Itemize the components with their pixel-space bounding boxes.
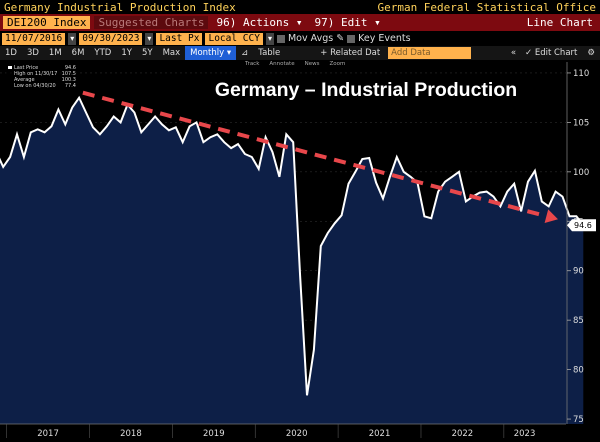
legend-swatch	[8, 66, 12, 69]
legend-value: 107.5	[62, 71, 76, 77]
legend-value: 77.4	[65, 83, 76, 89]
currency-input[interactable]: Local CCY	[205, 32, 263, 45]
x-axis-band	[0, 424, 600, 442]
series-area	[0, 97, 584, 424]
command-bar: DEI200 Index Suggested Charts 96) Action…	[0, 14, 600, 31]
edit-menu[interactable]: 97) Edit ▾	[314, 16, 381, 29]
period-1y[interactable]: 1Y	[121, 48, 132, 58]
collapse-icon[interactable]: «	[510, 48, 517, 58]
settings-gear-icon[interactable]: ⚙	[587, 48, 595, 58]
end-date-input[interactable]: 09/30/2023	[79, 32, 143, 45]
y-tick-label: 90	[573, 267, 584, 277]
y-tick-label: 110	[573, 69, 589, 79]
suggested-charts-button[interactable]: Suggested Charts	[94, 16, 209, 29]
index-title: Germany Industrial Production Index	[4, 0, 236, 14]
period-bar: 1D 3D 1M 6M YTD 1Y 5Y Max Monthly ▾ ⊿ Ta…	[0, 46, 600, 60]
key-events-checkbox-icon	[347, 34, 356, 43]
x-tick-label: 2020	[286, 429, 308, 439]
start-date-dropdown-icon[interactable]: ▾	[68, 32, 77, 45]
chart-toolbar: Track Annotate News Zoom	[0, 60, 600, 68]
chart-title: Germany – Industrial Production	[215, 79, 517, 101]
x-tick-label: 2021	[369, 429, 391, 439]
period-5y[interactable]: 5Y	[141, 48, 153, 58]
period-6m[interactable]: 6M	[71, 48, 85, 58]
x-tick-label: 2018	[120, 429, 142, 439]
controls-bar: 11/07/2016 ▾ 09/30/2023 ▾ Last Px Local …	[0, 31, 600, 46]
title-bar: Germany Industrial Production Index Germ…	[0, 0, 600, 14]
last-price-value: 94.6	[574, 221, 592, 230]
mov-avgs-label: Mov Avgs	[287, 33, 334, 44]
chart-type-label: Line Chart	[526, 16, 593, 29]
last-price-tag-shape	[567, 219, 596, 232]
mov-avgs-checkbox-icon	[276, 34, 285, 43]
legend-value: 94.6	[65, 65, 76, 71]
source-title: German Federal Statistical Office	[377, 0, 596, 14]
track-tool[interactable]: Track	[245, 61, 260, 67]
legend-label: Low on 04/30/20	[14, 83, 56, 89]
field-input[interactable]: Last Px	[156, 32, 203, 45]
y-tick-label: 100	[573, 168, 589, 178]
x-tick-label: 2023	[514, 429, 536, 439]
y-tick-label: 75	[573, 415, 584, 425]
period-1m[interactable]: 1M	[48, 48, 62, 58]
y-tick-label: 80	[573, 366, 584, 376]
legend-label: Average	[14, 77, 35, 83]
news-tool[interactable]: News	[304, 61, 320, 67]
legend-label: Last Price	[14, 65, 38, 71]
x-tick-label: 2019	[203, 429, 225, 439]
chart-style-icon[interactable]: ⊿	[241, 48, 249, 58]
legend-value: 100.3	[62, 77, 76, 83]
x-tick-label: 2017	[37, 429, 59, 439]
series-line	[0, 95, 585, 396]
period-max[interactable]: Max	[162, 48, 181, 58]
end-date-dropdown-icon[interactable]: ▾	[145, 32, 154, 45]
currency-dropdown-icon[interactable]: ▾	[265, 32, 274, 45]
x-axis: 2017 2018 2019 2020 2021 2022 2023	[0, 423, 600, 442]
key-events-label: Key Events	[358, 33, 411, 44]
x-tick-label: 2022	[452, 429, 474, 439]
frequency-select[interactable]: Monthly ▾	[185, 46, 237, 60]
security-field[interactable]: DEI200 Index	[3, 16, 91, 29]
start-date-input[interactable]: 11/07/2016	[2, 32, 66, 45]
legend-box	[6, 64, 78, 92]
period-1d[interactable]: 1D	[5, 48, 17, 58]
zoom-tool[interactable]: Zoom	[329, 61, 346, 67]
key-events-toggle[interactable]: Key Events	[347, 33, 411, 44]
mov-avgs-toggle[interactable]: Mov Avgs	[276, 33, 334, 44]
related-data-button[interactable]: + Related Dat	[320, 48, 381, 58]
y-tick-label: 105	[573, 118, 589, 128]
period-ytd[interactable]: YTD	[94, 48, 112, 58]
last-price-tag: 94.6	[567, 219, 596, 232]
table-button[interactable]: Table	[258, 48, 281, 58]
legend: Last Price 94.6 High on 11/30/17 107.5 A…	[6, 64, 78, 92]
edit-chart-button[interactable]: ✓ Edit Chart	[525, 48, 578, 58]
legend-label: High on 11/30/17	[14, 71, 57, 77]
add-data-input[interactable]: Add Data	[388, 47, 471, 59]
period-3d[interactable]: 3D	[26, 48, 39, 58]
trendline	[82, 90, 550, 219]
annotate-tool[interactable]: Annotate	[269, 61, 295, 67]
trendline-arrowhead	[544, 209, 558, 223]
pencil-icon[interactable]: ✎	[336, 33, 345, 44]
actions-menu[interactable]: 96) Actions ▾	[216, 16, 303, 29]
y-tick-label: 85	[573, 316, 584, 326]
